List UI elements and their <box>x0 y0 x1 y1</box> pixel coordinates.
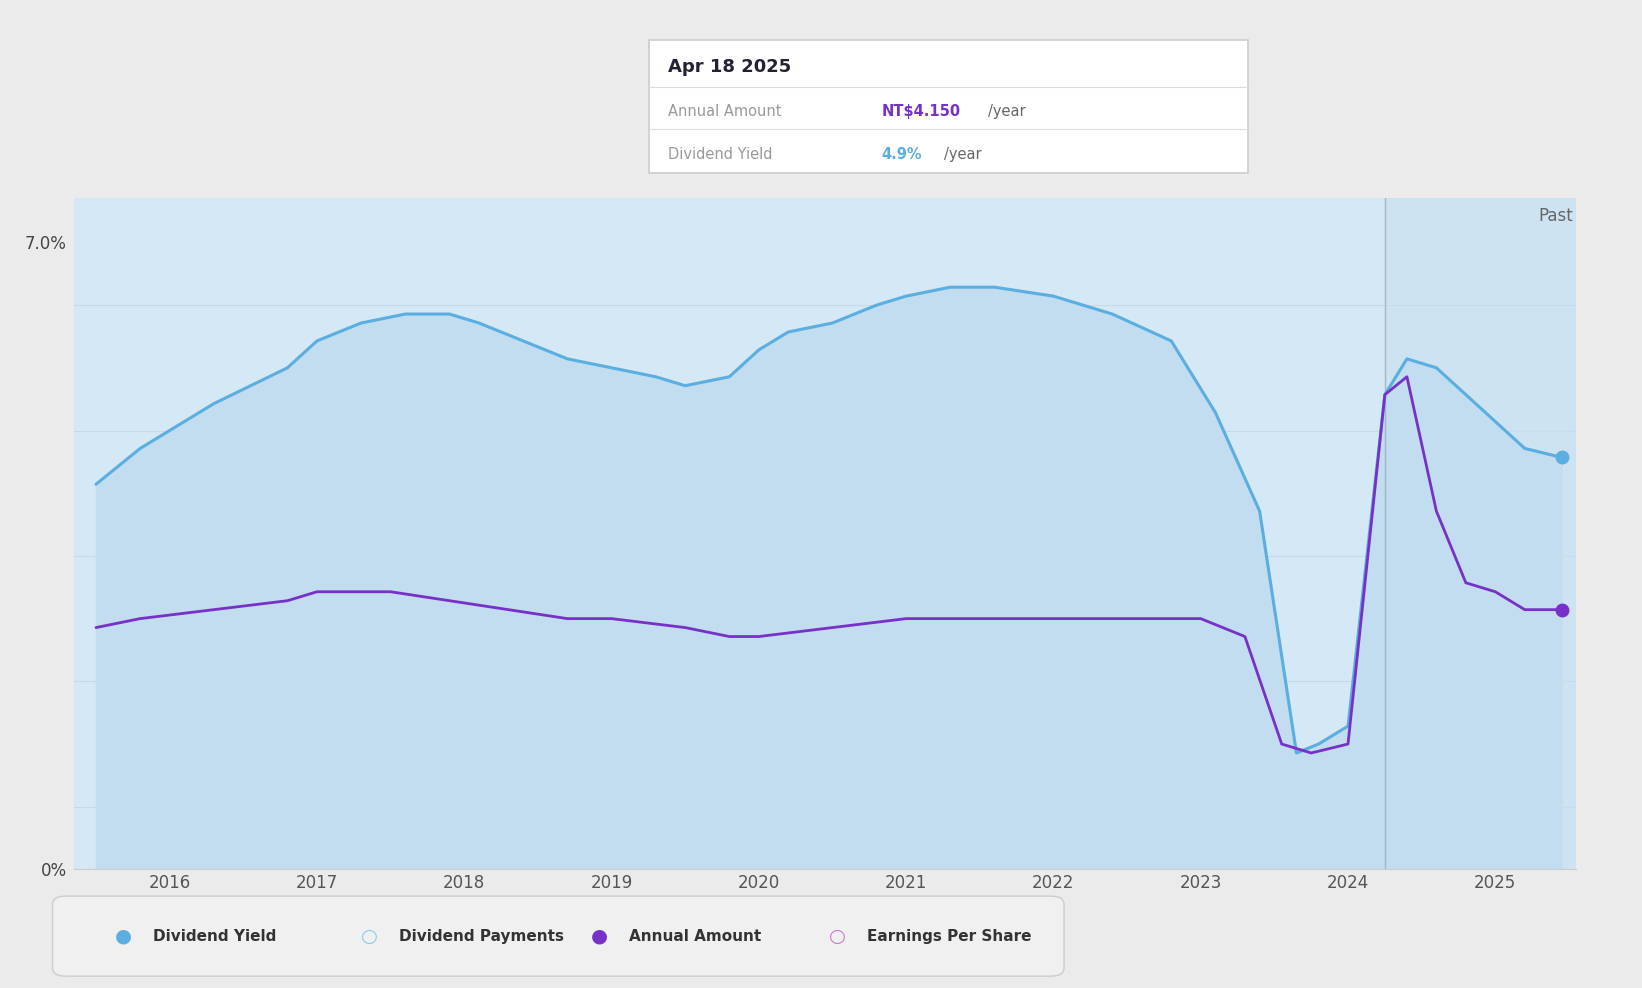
Text: Annual Amount: Annual Amount <box>668 104 782 120</box>
Text: Past: Past <box>1539 206 1573 224</box>
Text: Earnings Per Share: Earnings Per Share <box>867 929 1031 944</box>
Text: /year: /year <box>944 146 982 162</box>
Text: Annual Amount: Annual Amount <box>629 929 762 944</box>
Text: 4.9%: 4.9% <box>882 146 923 162</box>
Text: ●: ● <box>115 927 131 946</box>
Text: Dividend Payments: Dividend Payments <box>399 929 563 944</box>
Text: ●: ● <box>591 927 608 946</box>
Text: NT$4.150: NT$4.150 <box>882 104 961 120</box>
Text: ○: ○ <box>829 927 846 946</box>
Text: Dividend Yield: Dividend Yield <box>153 929 276 944</box>
Text: Dividend Yield: Dividend Yield <box>668 146 773 162</box>
Text: Apr 18 2025: Apr 18 2025 <box>668 58 791 76</box>
Text: /year: /year <box>988 104 1026 120</box>
Text: ○: ○ <box>361 927 378 946</box>
Bar <box>1384 198 1576 869</box>
